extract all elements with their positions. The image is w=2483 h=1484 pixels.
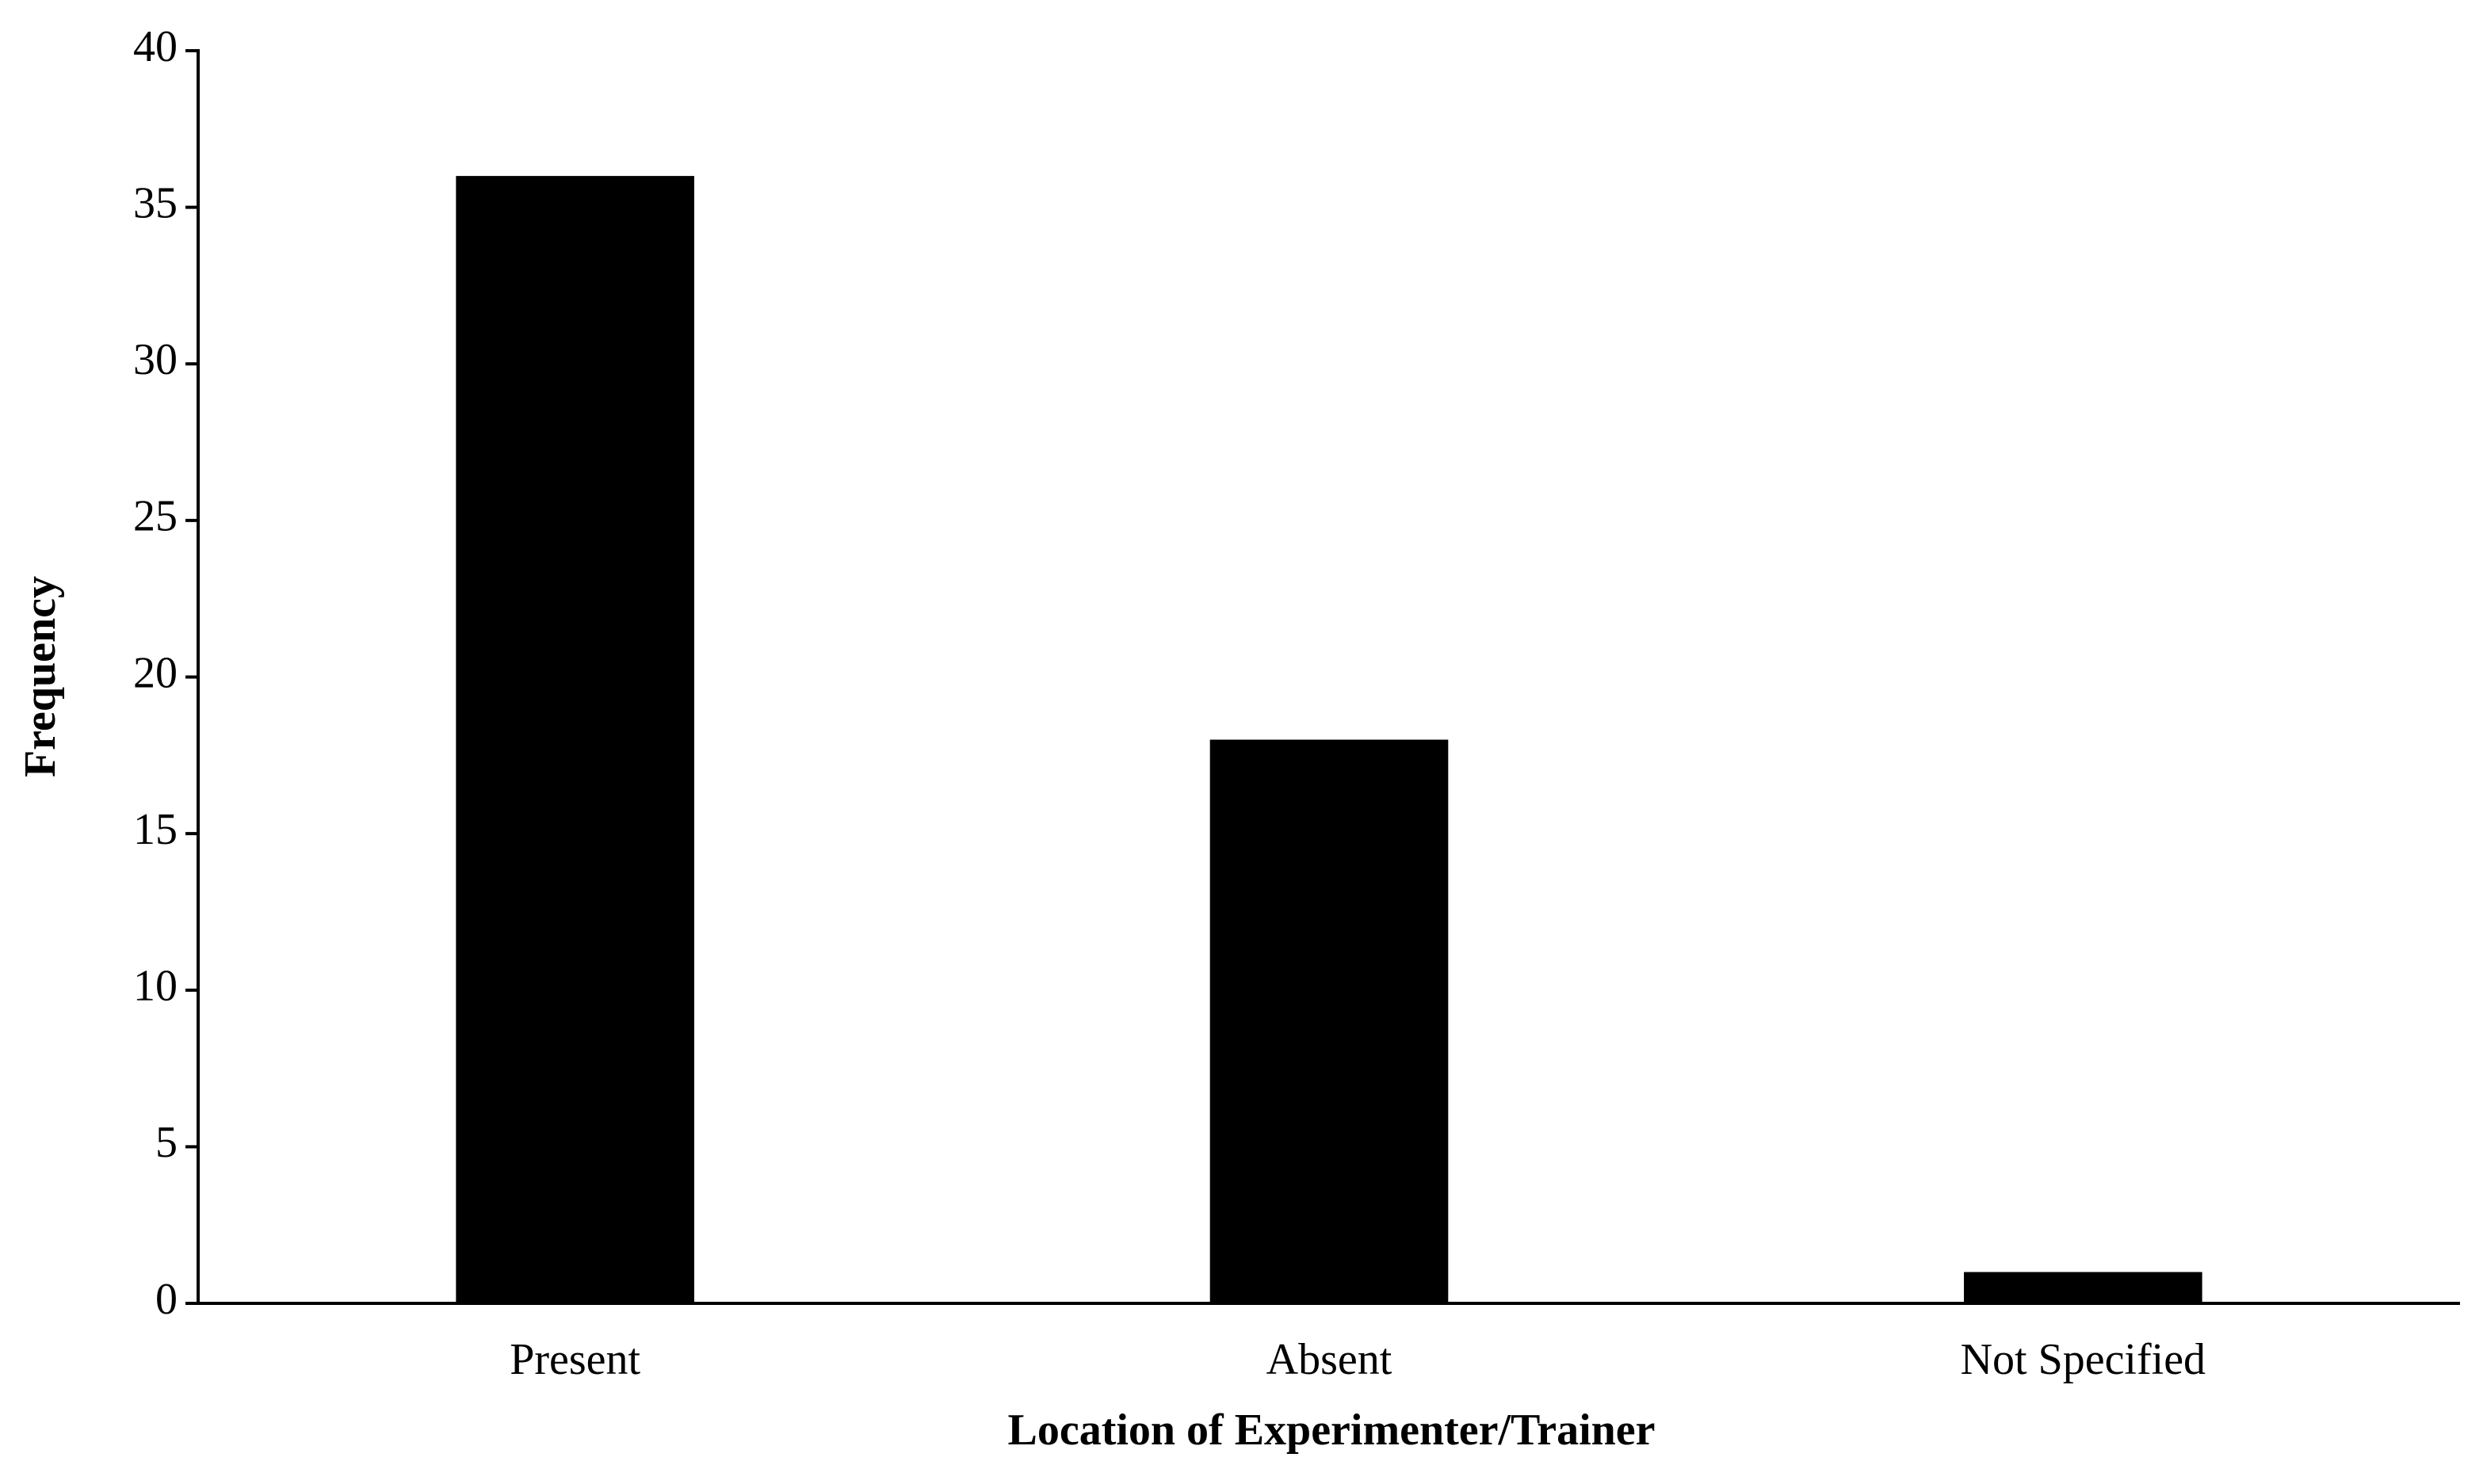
bar [1964,1272,2202,1303]
y-tick-label: 10 [133,962,178,1011]
y-tick-label: 40 [133,22,178,71]
y-tick-label: 5 [155,1118,178,1167]
x-tick-label: Absent [1266,1335,1392,1384]
y-tick-label: 30 [133,335,178,384]
x-tick-label: Present [510,1335,640,1384]
x-tick-label: Not Specified [1961,1335,2206,1384]
x-axis-title: Location of Experimenter/Trainer [1007,1406,1655,1455]
y-tick-label: 20 [133,648,178,697]
y-tick-label: 35 [133,178,178,227]
bar [456,176,694,1304]
y-tick-label: 0 [155,1275,178,1324]
y-axis-title: Frequency [16,576,65,777]
y-tick-label: 15 [133,805,178,854]
y-tick-label: 25 [133,492,178,541]
bar [1209,739,1449,1303]
